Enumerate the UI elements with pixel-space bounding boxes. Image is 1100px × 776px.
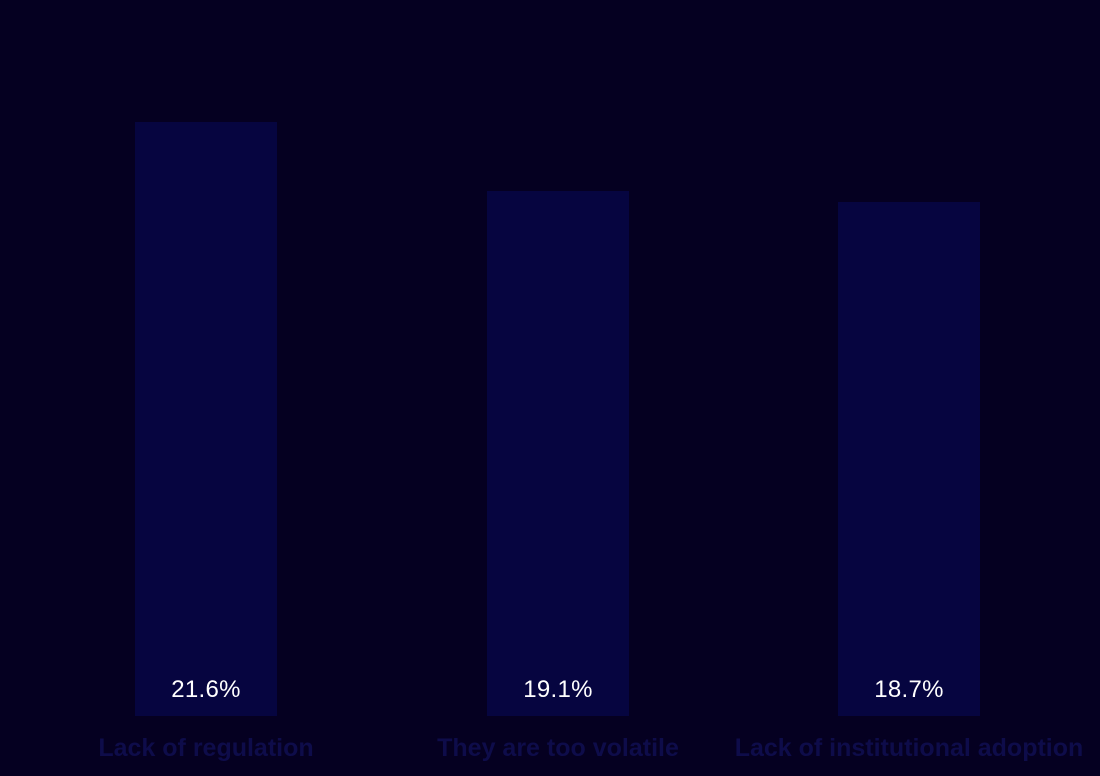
bar: 18.7% (838, 202, 980, 716)
bar-value-label: 19.1% (523, 676, 593, 703)
x-axis-label: They are too volatile (437, 734, 679, 762)
x-axis-label: Lack of institutional adoption (734, 734, 1084, 762)
bar-value-label: 18.7% (874, 676, 944, 703)
x-axis-label: Lack of regulation (98, 734, 314, 762)
bar: 21.6% (135, 122, 277, 716)
bar-value-label: 21.6% (171, 676, 241, 703)
bar: 19.1% (487, 191, 629, 716)
